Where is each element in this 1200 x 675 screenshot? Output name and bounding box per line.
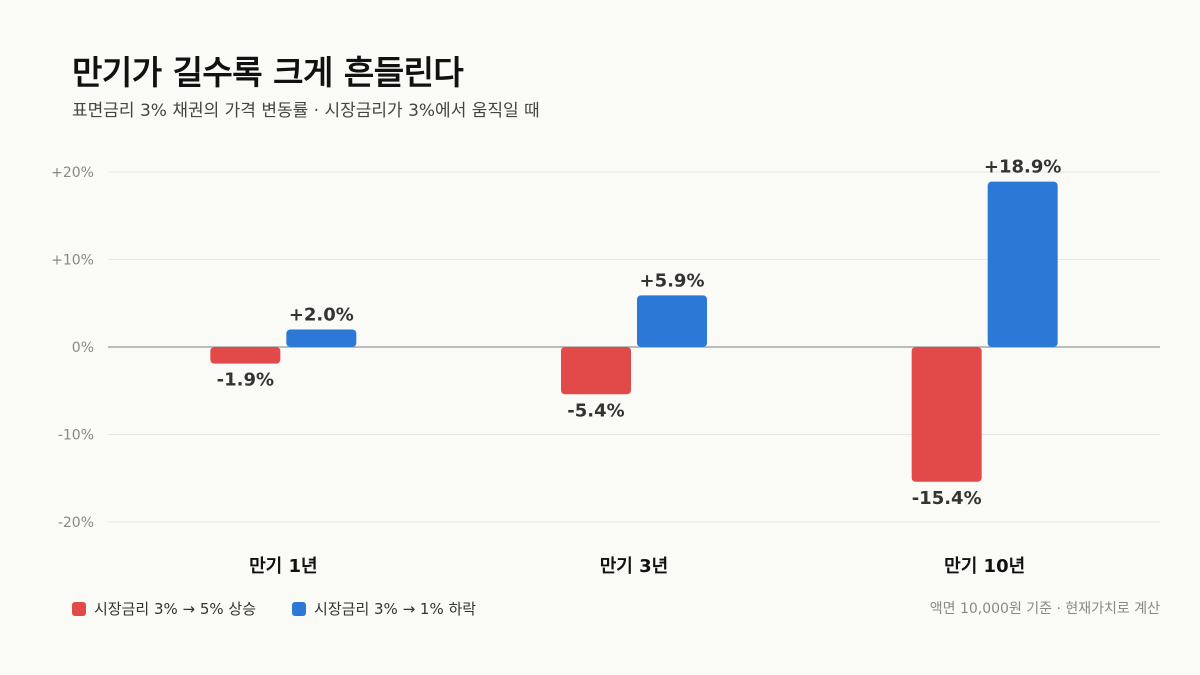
bar-rate-down — [637, 295, 707, 347]
data-label: +5.9% — [639, 270, 704, 291]
bar-rate-down — [286, 329, 357, 347]
legend-label-rate-down: 시장금리 3% → 1% 하락 — [314, 600, 477, 618]
chart-subtitle: 표면금리 3% 채권의 가격 변동률 · 시장금리가 3%에서 움직일 때 — [72, 101, 540, 121]
bar-rate-up — [210, 347, 281, 364]
bar-rate-up — [911, 347, 982, 482]
y-tick-label: -10% — [58, 428, 94, 444]
data-label: +18.9% — [984, 157, 1062, 178]
data-label: -5.4% — [567, 400, 624, 421]
footnote: 액면 10,000원 기준 · 현재가치로 계산 — [929, 601, 1160, 617]
x-category-label: 만기 3년 — [600, 556, 668, 577]
data-label: -15.4% — [912, 488, 982, 509]
data-label: -1.9% — [217, 370, 274, 391]
x-category-label: 만기 10년 — [944, 556, 1025, 577]
y-tick-label: +20% — [51, 165, 94, 181]
x-category-label: 만기 1년 — [249, 556, 317, 577]
legend-label-rate-up: 시장금리 3% → 5% 상승 — [94, 600, 257, 618]
legend-item-rate-down: 시장금리 3% → 1% 하락 — [292, 598, 476, 619]
legend-swatch-rate-up — [72, 601, 86, 616]
bar-rate-up — [561, 347, 631, 395]
y-tick-label: +10% — [51, 253, 94, 269]
bar-rate-down — [987, 181, 1058, 347]
legend-swatch-rate-down — [292, 601, 307, 616]
legend: 시장금리 3% → 5% 상승 시장금리 3% → 1% 하락 — [72, 598, 476, 619]
chart-title: 만기가 길수록 크게 흔들린다 — [72, 53, 464, 92]
legend-item-rate-up: 시장금리 3% → 5% 상승 — [72, 598, 256, 619]
y-tick-label: -20% — [58, 515, 94, 531]
y-tick-label: 0% — [72, 340, 94, 356]
data-label: +2.0% — [289, 305, 354, 326]
